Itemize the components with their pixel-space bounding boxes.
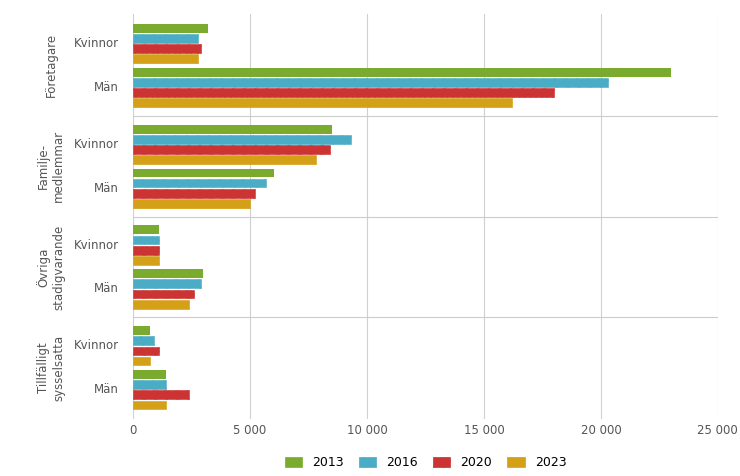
Bar xyxy=(133,178,266,188)
Bar xyxy=(133,188,255,198)
Bar xyxy=(133,98,512,107)
Bar xyxy=(133,34,198,43)
Text: Män: Män xyxy=(94,182,119,195)
Bar xyxy=(133,300,189,308)
Text: Familje-
medlemmar: Familje- medlemmar xyxy=(37,130,65,202)
Bar xyxy=(133,380,166,389)
Bar xyxy=(133,135,351,144)
Bar xyxy=(133,199,250,208)
Bar xyxy=(133,256,159,265)
Bar xyxy=(133,279,201,288)
Bar xyxy=(133,145,329,154)
Bar xyxy=(133,337,154,345)
Bar xyxy=(133,347,159,356)
Bar xyxy=(133,236,159,245)
Bar xyxy=(133,246,159,255)
Text: Män: Män xyxy=(94,81,119,94)
Bar xyxy=(133,125,332,133)
Bar xyxy=(133,44,201,53)
Bar xyxy=(133,169,274,178)
Bar xyxy=(133,400,166,409)
Bar xyxy=(133,370,166,379)
Text: Män: Män xyxy=(94,383,119,397)
Text: Kvinnor: Kvinnor xyxy=(74,37,119,50)
Bar xyxy=(133,289,194,298)
Bar xyxy=(133,357,149,366)
Text: Kvinnor: Kvinnor xyxy=(74,138,119,151)
Bar xyxy=(133,327,149,335)
Bar xyxy=(133,24,208,33)
Bar xyxy=(133,78,608,87)
Text: Kvinnor: Kvinnor xyxy=(74,339,119,352)
Text: Män: Män xyxy=(94,282,119,296)
Text: Övriga
stadigvarande: Övriga stadigvarande xyxy=(37,224,66,309)
Bar xyxy=(133,226,159,234)
Bar xyxy=(133,54,198,63)
Bar xyxy=(133,68,671,77)
Text: Tillfälligt
sysselsatta: Tillfälligt sysselsatta xyxy=(37,335,65,401)
Text: Kvinnor: Kvinnor xyxy=(74,238,119,251)
Bar xyxy=(133,155,315,164)
Text: Företagare: Företagare xyxy=(45,33,58,98)
Bar xyxy=(133,269,204,278)
Bar xyxy=(133,390,189,399)
Legend: 2013, 2016, 2020, 2023: 2013, 2016, 2020, 2023 xyxy=(285,456,566,469)
Bar xyxy=(133,88,554,97)
